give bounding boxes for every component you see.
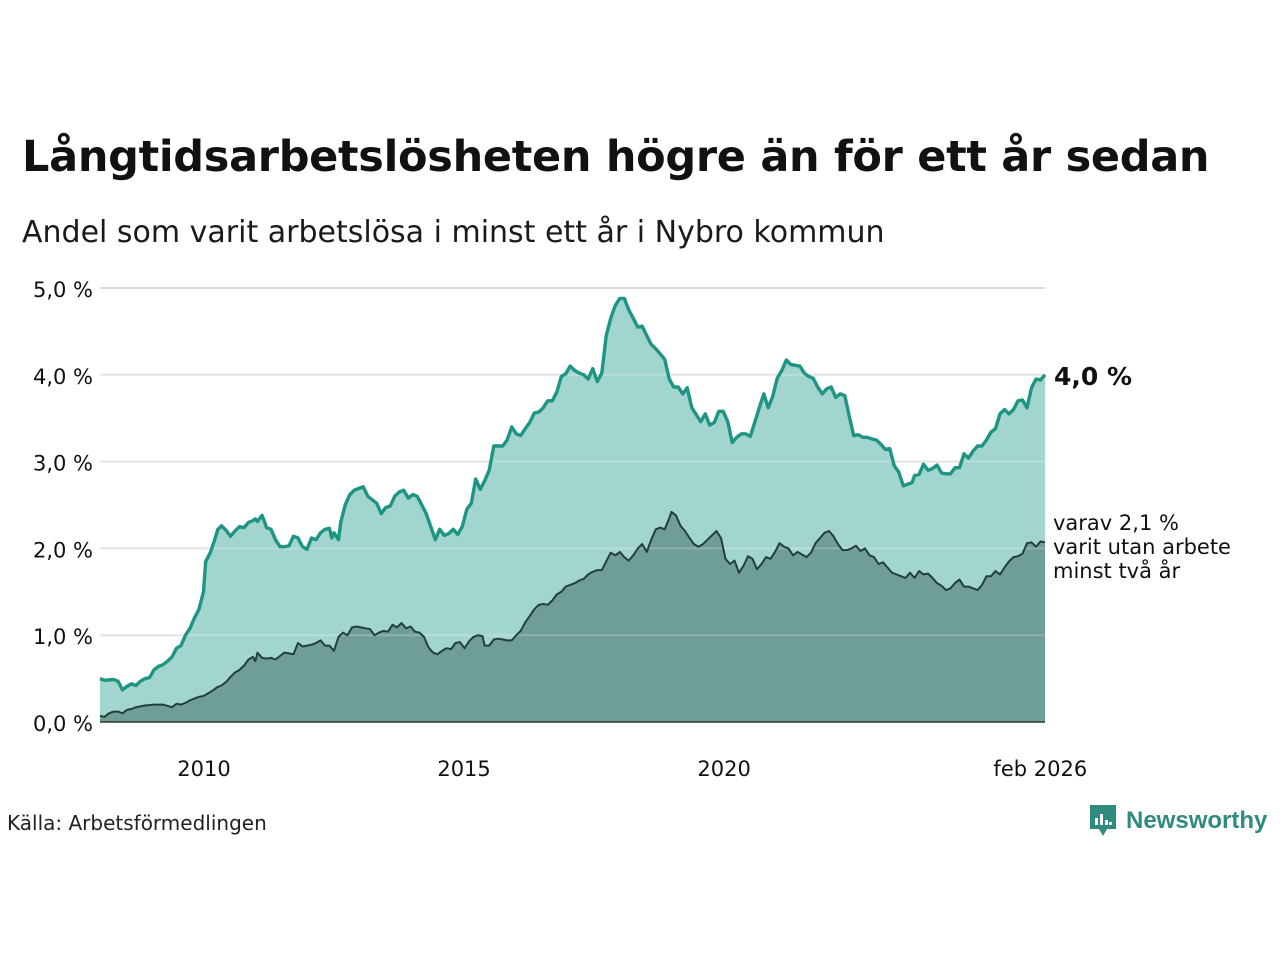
chart-subtitle: Andel som varit arbetslösa i minst ett å… (22, 215, 885, 250)
x-tick-label: feb 2026 (993, 757, 1087, 781)
y-tick-label: 4,0 % (33, 365, 93, 389)
chart-title: Långtidsarbetslösheten högre än för ett … (22, 132, 1210, 182)
newsworthy-logo-text: Newsworthy (1126, 807, 1268, 834)
main-series-line (99, 296, 1047, 692)
y-tick-label: 5,0 % (33, 278, 93, 302)
newsworthy-logo[interactable]: Newsworthy (1088, 803, 1267, 839)
y-tick-label: 2,0 % (33, 538, 93, 562)
sub-series-area (100, 511, 1045, 722)
newsworthy-logo-icon (1090, 805, 1116, 836)
y-tick-label: 3,0 % (33, 452, 93, 476)
sub-series-end-label: minst två år (1053, 558, 1181, 583)
y-tick-label: 1,0 % (33, 625, 93, 649)
y-tick-label: 0,0 % (33, 712, 93, 736)
sub-series-end-label: varav 2,1 % (1053, 511, 1179, 535)
x-tick-label: 2015 (437, 757, 490, 781)
x-tick-label: 2010 (177, 757, 230, 781)
sub-series-line (99, 510, 1046, 718)
main-series-end-label: 4,0 % (1054, 362, 1132, 391)
sub-series-end-label: varit utan arbete (1053, 535, 1231, 559)
source-note: Källa: Arbetsförmedlingen (7, 811, 267, 835)
x-tick-label: 2020 (697, 757, 750, 781)
